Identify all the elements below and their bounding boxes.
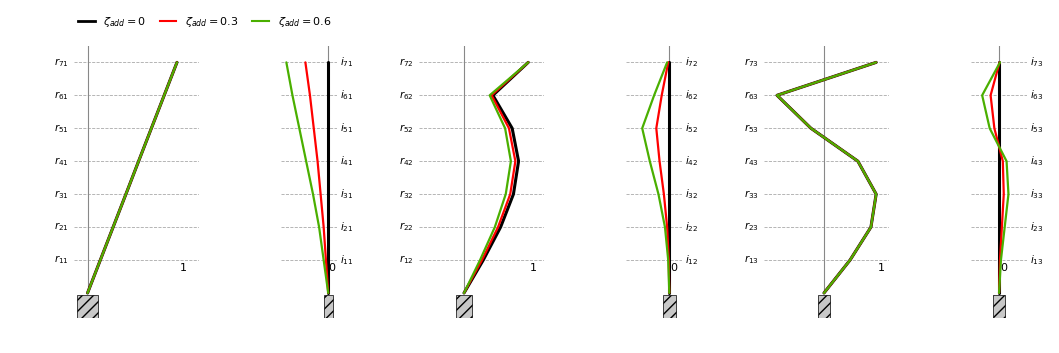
Text: $i_{32}$: $i_{32}$ xyxy=(685,187,699,201)
Text: $i_{23}$: $i_{23}$ xyxy=(1030,220,1043,234)
Text: $i_{61}$: $i_{61}$ xyxy=(340,88,354,102)
Text: $r_{13}$: $r_{13}$ xyxy=(744,254,759,267)
Text: 1: 1 xyxy=(878,263,884,273)
Text: $r_{51}$: $r_{51}$ xyxy=(54,122,69,134)
Text: $i_{42}$: $i_{42}$ xyxy=(685,154,699,168)
Text: $i_{31}$: $i_{31}$ xyxy=(340,187,354,201)
Bar xyxy=(818,295,830,318)
Text: 0: 0 xyxy=(1001,263,1007,273)
Text: $i_{51}$: $i_{51}$ xyxy=(340,121,354,135)
Bar xyxy=(324,295,333,318)
Text: $r_{72}$: $r_{72}$ xyxy=(399,56,414,69)
Text: $i_{12}$: $i_{12}$ xyxy=(685,253,699,267)
Text: $r_{63}$: $r_{63}$ xyxy=(744,89,759,102)
Text: $i_{62}$: $i_{62}$ xyxy=(685,88,699,102)
Text: 0: 0 xyxy=(670,263,677,273)
Text: $i_{71}$: $i_{71}$ xyxy=(340,55,354,69)
Text: $r_{41}$: $r_{41}$ xyxy=(54,155,69,168)
Text: $r_{43}$: $r_{43}$ xyxy=(744,155,759,168)
Text: $i_{41}$: $i_{41}$ xyxy=(340,154,354,168)
Bar xyxy=(77,295,98,318)
Text: $i_{72}$: $i_{72}$ xyxy=(685,55,699,69)
Text: $r_{42}$: $r_{42}$ xyxy=(399,155,414,168)
Text: $r_{52}$: $r_{52}$ xyxy=(399,122,414,134)
Text: $i_{22}$: $i_{22}$ xyxy=(685,220,699,234)
Text: $r_{62}$: $r_{62}$ xyxy=(399,89,414,102)
Text: $i_{33}$: $i_{33}$ xyxy=(1030,187,1043,201)
Text: $r_{71}$: $r_{71}$ xyxy=(54,56,69,69)
Text: 0: 0 xyxy=(328,263,336,273)
Bar xyxy=(456,295,471,318)
Text: $r_{61}$: $r_{61}$ xyxy=(54,89,69,102)
Text: $i_{21}$: $i_{21}$ xyxy=(340,220,354,234)
Text: $r_{23}$: $r_{23}$ xyxy=(744,221,759,233)
Text: $r_{12}$: $r_{12}$ xyxy=(399,254,414,267)
Text: $i_{53}$: $i_{53}$ xyxy=(1030,121,1043,135)
Text: $r_{31}$: $r_{31}$ xyxy=(54,188,69,201)
Bar xyxy=(993,295,1005,318)
Text: $r_{21}$: $r_{21}$ xyxy=(54,221,69,233)
Text: $i_{11}$: $i_{11}$ xyxy=(340,253,354,267)
Text: $i_{13}$: $i_{13}$ xyxy=(1030,253,1043,267)
Text: $r_{32}$: $r_{32}$ xyxy=(399,188,414,201)
Text: $i_{43}$: $i_{43}$ xyxy=(1030,154,1043,168)
Text: $r_{73}$: $r_{73}$ xyxy=(744,56,759,69)
Text: $r_{53}$: $r_{53}$ xyxy=(744,122,759,134)
Text: $i_{52}$: $i_{52}$ xyxy=(685,121,699,135)
Text: $i_{63}$: $i_{63}$ xyxy=(1030,88,1043,102)
Bar xyxy=(663,295,676,318)
Text: 1: 1 xyxy=(531,263,537,273)
Text: $r_{22}$: $r_{22}$ xyxy=(399,221,414,233)
Text: $i_{73}$: $i_{73}$ xyxy=(1030,55,1043,69)
Text: $r_{33}$: $r_{33}$ xyxy=(744,188,759,201)
Text: $r_{11}$: $r_{11}$ xyxy=(54,254,69,267)
Legend: $\zeta_{add}=0$, $\zeta_{add}=0.3$, $\zeta_{add}=0.6$: $\zeta_{add}=0$, $\zeta_{add}=0.3$, $\ze… xyxy=(73,11,336,34)
Text: 1: 1 xyxy=(180,263,186,273)
